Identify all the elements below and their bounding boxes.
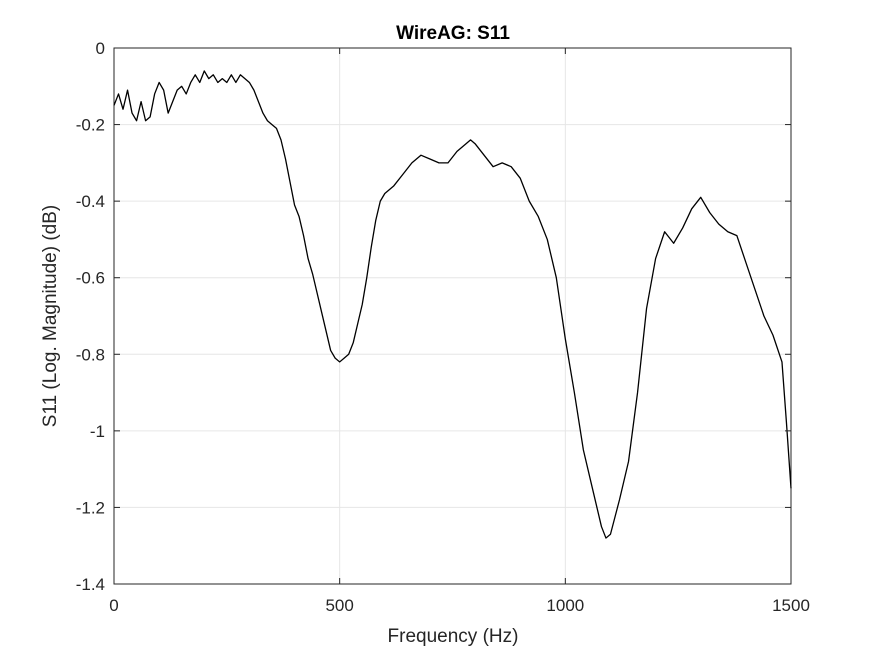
x-tick-label: 0: [109, 596, 118, 615]
y-tick-label: -0.4: [76, 192, 105, 211]
series-line-s11: [113, 70, 792, 539]
y-tick-label: -1: [90, 422, 105, 441]
x-axis-label: Frequency (Hz): [388, 626, 519, 647]
y-tick-label: -1.2: [76, 498, 105, 517]
x-tick-label: 1000: [546, 596, 584, 615]
y-axis-label: S11 (Log. Magnitude) (dB): [40, 205, 61, 428]
y-tick-label: -1.4: [76, 575, 105, 594]
y-tick-label: -0.6: [76, 269, 105, 288]
y-tick-label: -0.2: [76, 116, 105, 135]
plot-area-border: [113, 47, 792, 585]
axis-ticks: 0 500 1000 1500 0 -0.2 -0.4 -0.6 -0.8 -1 -1.2 -1.4: [76, 39, 810, 615]
x-tick-label: 1500: [772, 596, 810, 615]
y-tick-label: -0.8: [76, 345, 105, 364]
x-tick-label: 500: [325, 596, 353, 615]
y-tick-label: 0: [96, 39, 105, 58]
chart-title: WireAG: S11: [396, 23, 510, 44]
